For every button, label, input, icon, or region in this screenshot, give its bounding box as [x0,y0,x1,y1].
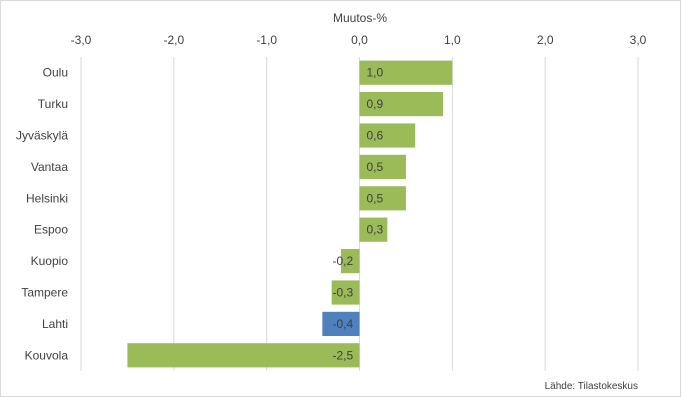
category-label: Helsinki [26,191,68,205]
data-label: 1,0 [367,66,384,80]
category-label: Espoo [34,223,68,237]
data-label: -0,3 [333,286,354,300]
bar [340,249,360,274]
x-tick-label: -3,0 [71,33,92,47]
category-label: Kouvola [25,348,69,362]
axis-title: Muutos-% [333,11,387,25]
x-tick-label: 1,0 [444,33,461,47]
bar [359,60,453,85]
data-labels: 1,0 0,9 0,6 0,5 0,5 0,3 -0,2 -0,3 -0,4 -2,5 [333,66,384,363]
data-label: -0,4 [333,317,354,331]
data-label: 0,5 [367,160,384,174]
category-labels: Oulu Turku Jyväskylä Vantaa Helsinki Espoo Kuo… [16,66,68,363]
x-tick-label: -1,0 [256,33,277,47]
data-label: -2,5 [333,348,354,362]
category-label: Tampere [21,286,68,300]
x-tick-labels: -3,0 -2,0 -1,0 0,0 1,0 2,0 3,0 [71,33,647,47]
category-label: Kuopio [31,254,69,268]
bar [127,343,360,368]
category-label: Lahti [42,317,68,331]
x-tick-label: -2,0 [163,33,184,47]
data-label: 0,3 [367,223,384,237]
data-label: 0,5 [367,191,384,205]
bar [322,311,360,336]
bar [359,186,406,211]
category-label: Turku [38,97,68,111]
bar [359,154,406,179]
category-label: Oulu [43,66,68,80]
data-label: 0,9 [367,97,384,111]
x-tick-label: 0,0 [351,33,368,47]
bar [331,280,360,305]
category-label: Vantaa [31,160,68,174]
bar [359,92,444,117]
bar [359,217,388,242]
source-note: Lähde: Tilastokeskus [545,381,638,392]
data-label: -0,2 [333,254,354,268]
x-tick-label: 2,0 [537,33,554,47]
bar [359,123,416,148]
bars [127,60,453,368]
x-tick-label: 3,0 [630,33,647,47]
category-label: Jyväskylä [16,129,68,143]
data-label: 0,6 [367,129,384,143]
